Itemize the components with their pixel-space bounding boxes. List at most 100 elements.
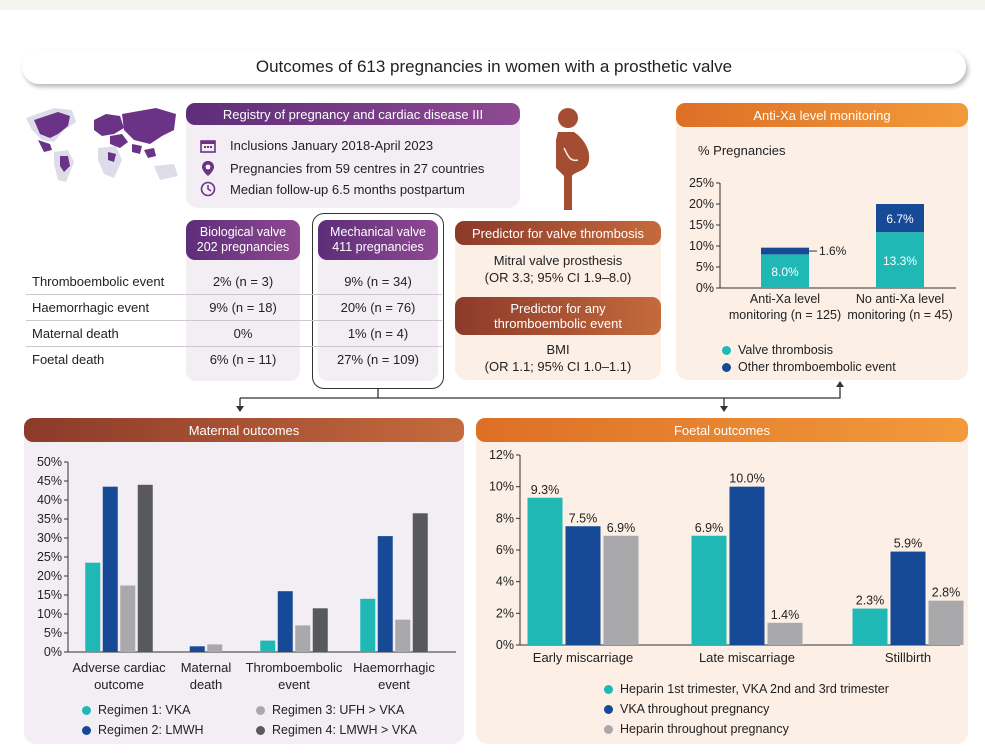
maternal-bar-regimen-3 [395, 619, 411, 652]
maternal-bar-regimen-2 [102, 486, 118, 652]
legend-label: Heparin 1st trimester, VKA 2nd and 3rd t… [620, 682, 889, 696]
y-tick-label: 25% [689, 176, 714, 190]
maternal-bar-regimen-4 [312, 608, 328, 652]
x-category-label: death [190, 677, 223, 692]
anti-xa-header: Anti-Xa level monitoring [676, 103, 968, 127]
x-category-label: Stillbirth [885, 650, 931, 665]
maternal-title: Maternal outcomes [188, 422, 300, 438]
data-label: 10.0% [729, 472, 764, 486]
foetal-chart: 0% 2% 4% 6% 8% 10% 12% 9.3% 7.5% 6.9% Early miscar… [489, 448, 964, 665]
world-map-icon [26, 108, 178, 182]
bio-haemorrhagic-value: 9% (n = 18) [209, 300, 277, 315]
mech-maternal-death-value: 1% (n = 4) [347, 326, 409, 341]
anti-xa-title: Anti-Xa level monitoring [753, 107, 891, 123]
y-tick-label: 10% [489, 480, 514, 494]
anti-xa-legend-other-te: Other thromboembolic event [722, 360, 896, 374]
biological-valve-header: Biological valve 202 pregnancies [186, 220, 300, 260]
legend-label: Regimen 1: VKA [98, 703, 191, 717]
registry-followup-text: Median follow-up 6.5 months postpartum [230, 181, 465, 197]
x-category-label: Early miscarriage [533, 650, 633, 665]
foetal-bar-series-2 [729, 486, 765, 645]
foetal-bar-series-3 [603, 535, 639, 645]
x-category-label: Anti-Xa level [750, 292, 820, 306]
predictor-thrombosis-line1: Mitral valve prosthesis [493, 253, 623, 268]
maternal-bar-regimen-2 [189, 646, 205, 652]
anti-xa-bar-other-te [761, 247, 809, 255]
y-tick-label: 5% [696, 260, 714, 274]
maternal-chart: 0% 5% 10% 15% 20% 25% 30% 35% 40% 45% 50% Adverse c… [37, 455, 456, 692]
maternal-legend-regimen-2: Regimen 2: LMWH [82, 723, 204, 737]
y-tick-label: 5% [44, 626, 62, 640]
data-label: 2.8% [932, 586, 961, 600]
x-category-label: No anti-Xa level [856, 292, 944, 306]
y-tick-label: 10% [37, 607, 62, 621]
biological-valve-name: Biological valve [199, 225, 287, 239]
mechanical-column-bg [318, 238, 438, 381]
data-label: 5.9% [894, 537, 923, 551]
legend-swatch-darkgray [256, 725, 265, 735]
y-tick-label: 4% [496, 575, 514, 589]
registry-header-text: Registry of pregnancy and cardiac diseas… [222, 106, 484, 122]
foetal-legend-vka: VKA throughout pregnancy [604, 702, 769, 716]
maternal-bar-regimen-4 [137, 484, 153, 652]
anti-xa-bar-valve-thrombosis [761, 254, 809, 288]
anti-xa-bar-other-te [876, 204, 924, 233]
x-category-label: outcome [94, 677, 144, 692]
data-label: 13.3% [883, 254, 917, 268]
legend-label: Other thromboembolic event [738, 360, 896, 374]
clock-icon [200, 181, 216, 197]
anti-xa-bar-valve-thrombosis [876, 232, 924, 288]
y-tick-label: 0% [696, 281, 714, 295]
registry-inclusions-row: Inclusions January 2018-April 2023 [200, 137, 433, 153]
legend-swatch-navy [604, 704, 613, 714]
y-tick-label: 2% [496, 606, 514, 620]
legend-swatch-navy [722, 362, 731, 372]
predictor-thrombosis-header-text: Predictor for valve thrombosis [472, 225, 644, 241]
foetal-bar-series-2 [890, 551, 926, 645]
y-tick-label: 6% [496, 543, 514, 557]
data-label: 9.3% [531, 483, 560, 497]
maternal-bar-regimen-3 [120, 585, 136, 652]
foetal-bar-series-2 [565, 526, 601, 645]
biological-valve-count: 202 pregnancies [196, 240, 290, 254]
foetal-bar-series-1 [691, 535, 727, 645]
registry-followup-row: Median follow-up 6.5 months postpartum [200, 181, 465, 197]
maternal-bar-regimen-1 [360, 598, 376, 652]
row-label-haemorrhagic: Haemorrhagic event [32, 300, 150, 315]
data-label: 6.7% [886, 212, 914, 226]
y-tick-label: 20% [37, 569, 62, 583]
data-label: 6.9% [695, 521, 724, 535]
x-category-label: Adverse cardiac [72, 660, 166, 675]
data-label: 8.0% [771, 265, 799, 279]
bio-maternal-death-value: 0% [233, 326, 253, 341]
registry-inclusions-text: Inclusions January 2018-April 2023 [230, 137, 434, 153]
legend-label: VKA throughout pregnancy [620, 702, 770, 716]
row-label-foetal-death: Foetal death [32, 352, 105, 367]
maternal-legend-regimen-3: Regimen 3: UFH > VKA [256, 703, 404, 717]
registry-header: Registry of pregnancy and cardiac diseas… [186, 103, 520, 125]
legend-label: Valve thrombosis [738, 343, 833, 357]
y-tick-label: 40% [37, 493, 62, 507]
y-tick-label: 0% [44, 645, 62, 659]
anti-xa-chart: 0% 5% 10% 15% 20% 25% Anti-Xa level monitoring … [689, 176, 956, 322]
foetal-bar-series-1 [852, 608, 888, 645]
legend-swatch-lightgray [256, 705, 265, 715]
mech-thromboembolic-value: 9% (n = 34) [344, 274, 412, 289]
maternal-bar-regimen-3 [207, 644, 223, 652]
y-tick-label: 25% [37, 550, 62, 564]
data-label: 7.5% [569, 511, 598, 525]
legend-swatch-navy [82, 725, 91, 735]
data-label: 1.6% [819, 244, 847, 258]
x-category-label: event [278, 677, 310, 692]
foetal-bar-series-3 [928, 600, 964, 645]
data-label: 6.9% [607, 521, 636, 535]
y-tick-label: 15% [37, 588, 62, 602]
predictor-any-te-line2: (OR 1.1; 95% CI 1.0–1.1) [484, 359, 632, 374]
page-title: Outcomes of 613 pregnancies in women wit… [22, 50, 966, 84]
biological-column-bg [186, 238, 300, 381]
mechanical-valve-name: Mechanical valve [330, 225, 426, 239]
x-category-label: Late miscarriage [699, 650, 795, 665]
x-category-label: event [378, 677, 410, 692]
x-category-label: Haemorrhagic [353, 660, 435, 675]
legend-label: Heparin throughout pregnancy [620, 722, 789, 736]
